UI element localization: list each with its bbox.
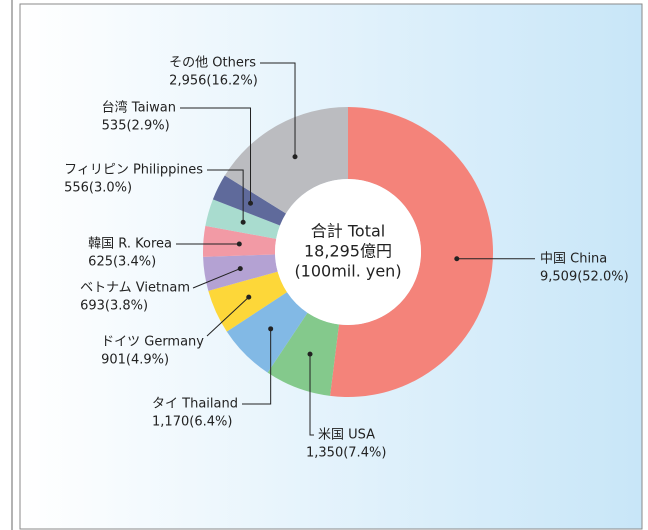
value-label: 556(3.0%) bbox=[64, 181, 132, 196]
wedge bbox=[203, 254, 278, 291]
value-label: 625(3.4%) bbox=[88, 255, 156, 270]
category-label: 韓国 R. Korea bbox=[88, 237, 172, 252]
leader-dot bbox=[307, 351, 313, 357]
center-label: 18,295億円 bbox=[304, 242, 392, 261]
leader-line bbox=[207, 169, 244, 223]
leader-line bbox=[206, 296, 250, 337]
wedge bbox=[226, 292, 308, 373]
leader-line bbox=[192, 268, 241, 289]
leader-dot bbox=[248, 200, 254, 206]
leader-dot bbox=[292, 154, 298, 160]
leader-dot bbox=[454, 256, 460, 262]
leader-dot bbox=[268, 326, 274, 332]
center-label: (100mil. yen) bbox=[294, 262, 401, 281]
wedge bbox=[267, 312, 339, 396]
donut-hole bbox=[275, 179, 421, 325]
category-label: 中国 China bbox=[540, 252, 607, 267]
wedge bbox=[212, 175, 286, 226]
wedge bbox=[224, 107, 348, 214]
leader-line bbox=[309, 354, 314, 436]
category-label: その他 Others bbox=[169, 56, 256, 71]
leader-dot bbox=[240, 219, 246, 225]
value-label: 901(4.9%) bbox=[101, 353, 169, 368]
value-label: 535(2.9%) bbox=[102, 119, 170, 134]
value-label: 1,170(6.4%) bbox=[152, 415, 232, 430]
leader-line bbox=[242, 328, 272, 405]
center-label: 合計 Total bbox=[311, 222, 385, 241]
value-label: 693(3.8%) bbox=[80, 299, 148, 314]
wedge bbox=[202, 225, 277, 257]
wedge bbox=[330, 107, 493, 397]
category-label: 米国 USA bbox=[318, 428, 375, 443]
value-label: 9,509(52.0%) bbox=[540, 270, 629, 285]
leader-line bbox=[180, 107, 252, 204]
leader-dot bbox=[246, 294, 252, 300]
category-label: ベトナム Vietnam bbox=[80, 281, 190, 296]
category-label: タイ Thailand bbox=[152, 397, 238, 412]
value-label: 2,956(16.2%) bbox=[169, 74, 258, 89]
category-label: フィリピン Philippines bbox=[64, 163, 203, 178]
category-label: 台湾 Taiwan bbox=[102, 100, 176, 116]
leader-line bbox=[260, 62, 296, 157]
value-label: 1,350(7.4%) bbox=[306, 446, 386, 461]
leader-dot bbox=[236, 241, 242, 247]
leader-dot bbox=[237, 266, 243, 272]
category-label: ドイツ Germany bbox=[101, 335, 204, 350]
